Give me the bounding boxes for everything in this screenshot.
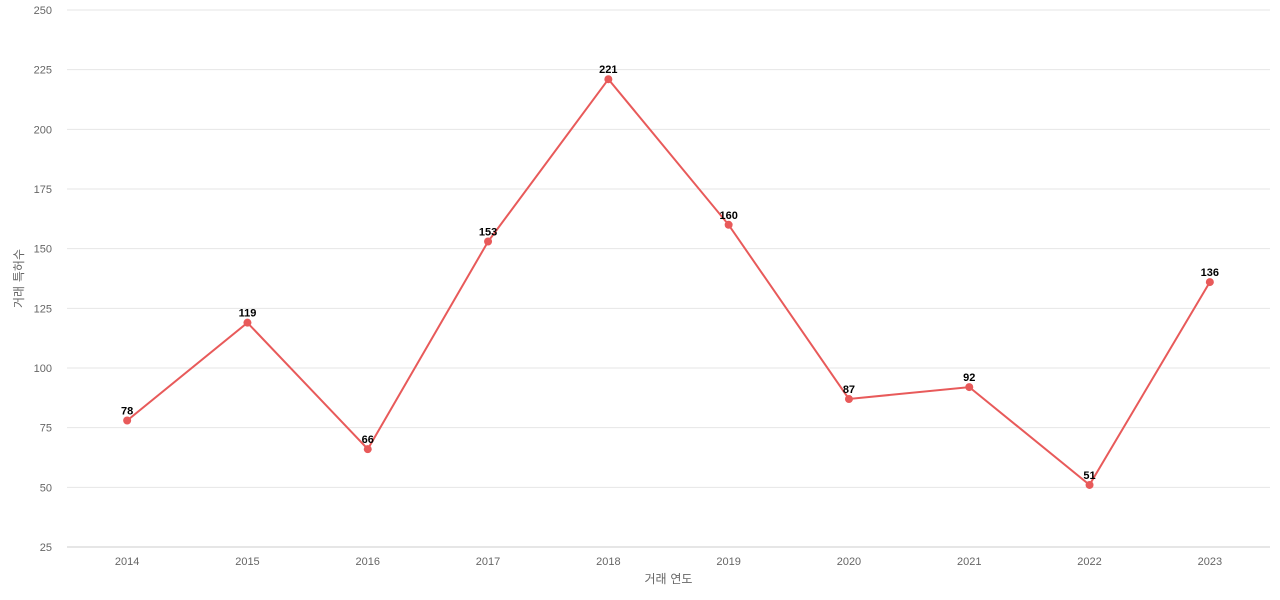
x-tick-label: 2015 (235, 556, 259, 568)
y-tick-label: 250 (34, 5, 52, 17)
data-label: 92 (963, 372, 975, 384)
y-tick-label: 200 (34, 124, 52, 136)
x-tick-label: 2020 (837, 556, 861, 568)
data-label: 51 (1083, 470, 1095, 482)
y-tick-label: 225 (34, 65, 52, 77)
y-tick-label: 75 (40, 423, 52, 435)
y-tick-label: 150 (34, 244, 52, 256)
data-labels: 78 119 66 153 221 160 87 92 51 136 (121, 64, 1219, 482)
data-point (1085, 480, 1094, 489)
data-point (484, 237, 493, 246)
x-axis-ticks: 2014 2015 2016 2017 2018 2019 2020 2021 2022 2023 (115, 556, 1222, 568)
data-point (844, 395, 853, 404)
data-point (965, 383, 974, 392)
y-tick-label: 50 (40, 482, 52, 494)
series-line (126, 77, 1211, 487)
data-label: 136 (1201, 267, 1219, 279)
data-label: 78 (121, 406, 133, 418)
y-tick-label: 125 (34, 303, 52, 315)
data-label: 221 (599, 64, 617, 76)
y-axis-ticks: 25 50 75 100 125 150 175 200 225 250 (34, 5, 52, 554)
data-label: 119 (239, 308, 257, 320)
y-tick-label: 175 (34, 184, 52, 196)
data-point (363, 445, 372, 454)
data-point (724, 220, 733, 229)
data-points (123, 75, 1214, 489)
data-point (243, 318, 252, 327)
x-axis-title: 거래 연도 (645, 572, 693, 586)
data-label: 87 (843, 384, 855, 396)
gridlines (67, 9, 1270, 488)
data-label: 160 (719, 210, 737, 222)
data-point (604, 75, 613, 84)
x-tick-label: 2016 (356, 556, 380, 568)
y-tick-label: 100 (34, 363, 52, 375)
x-tick-label: 2018 (596, 556, 620, 568)
y-axis-title: 거래 특허수 (12, 249, 26, 308)
data-label: 66 (362, 434, 374, 446)
x-tick-label: 2017 (476, 556, 500, 568)
x-tick-label: 2021 (957, 556, 981, 568)
x-tick-label: 2022 (1077, 556, 1101, 568)
data-point (1205, 278, 1214, 287)
y-tick-label: 25 (40, 542, 52, 554)
x-tick-label: 2014 (115, 556, 139, 568)
data-point (123, 416, 132, 425)
x-tick-label: 2019 (716, 556, 740, 568)
data-label: 153 (479, 227, 497, 239)
x-tick-label: 2023 (1198, 556, 1222, 568)
